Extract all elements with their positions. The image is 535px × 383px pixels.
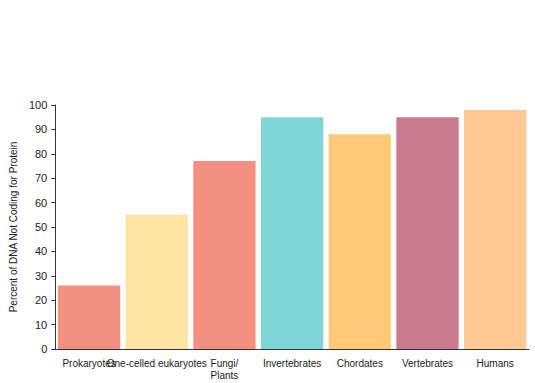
svg-text:Invertebrates: Invertebrates (263, 358, 321, 369)
svg-text:60: 60 (35, 197, 47, 209)
svg-text:One-celled eukaryotes: One-celled eukaryotes (107, 358, 207, 369)
svg-text:50: 50 (35, 221, 47, 233)
svg-text:Fungi/: Fungi/ (211, 358, 239, 369)
svg-text:70: 70 (35, 172, 47, 184)
svg-text:20: 20 (35, 294, 47, 306)
svg-text:30: 30 (35, 270, 47, 282)
svg-text:Vertebrates: Vertebrates (402, 358, 453, 369)
svg-text:Percent of DNA Not Coding for: Percent of DNA Not Coding for Protein (8, 142, 19, 313)
svg-text:Chordates: Chordates (337, 358, 383, 369)
svg-text:90: 90 (35, 123, 47, 135)
svg-text:100: 100 (29, 99, 47, 111)
svg-text:Prokaryotes: Prokaryotes (62, 357, 116, 369)
svg-text:40: 40 (35, 245, 47, 257)
svg-text:80: 80 (35, 148, 47, 160)
svg-text:Humans: Humans (477, 358, 514, 369)
svg-text:10: 10 (35, 319, 47, 331)
svg-text:0: 0 (41, 343, 47, 355)
svg-text:Plants: Plants (211, 370, 239, 381)
